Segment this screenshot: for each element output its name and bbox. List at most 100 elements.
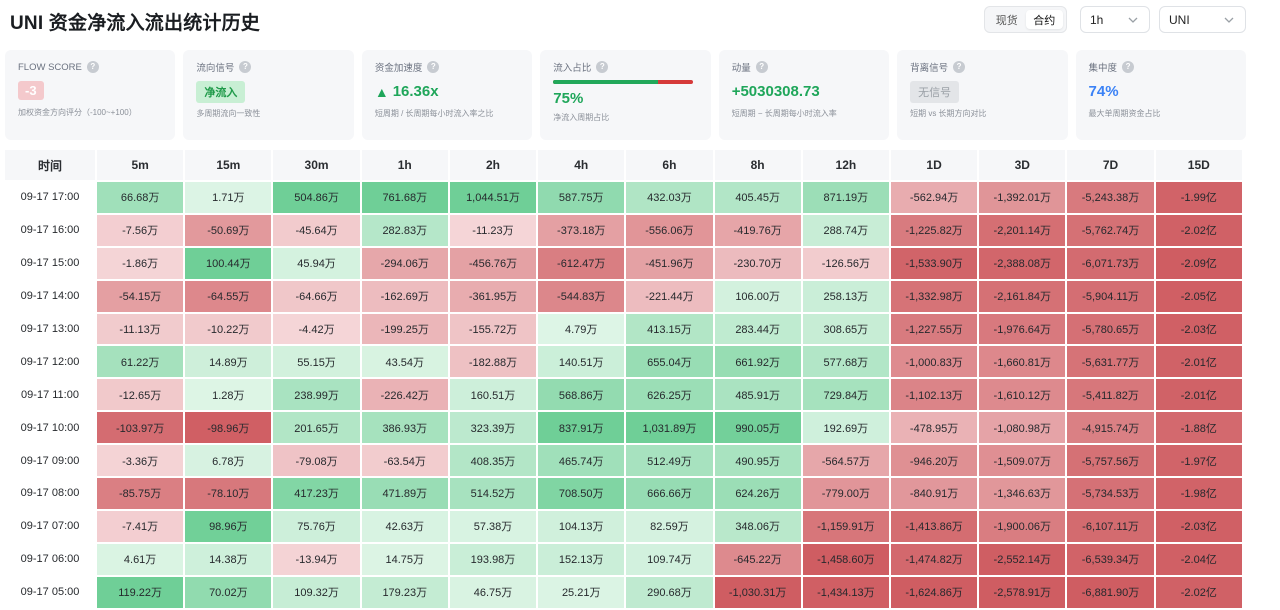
page-title: UNI 资金净流入流出统计历史 <box>10 13 261 34</box>
flow-cell: -1,413.86万 <box>890 510 978 542</box>
flow-cell: -50.69万 <box>185 214 272 246</box>
table-row: 09-17 08:00 -85.75万 -78.10万 417.23万 471.89万 5… <box>5 478 1242 509</box>
flow-cell: -1,533.90万 <box>890 247 978 279</box>
flow-cell: 42.63万 <box>361 510 448 542</box>
flow-cell: 55.15万 <box>273 346 360 378</box>
flow-cell: -226.42万 <box>361 379 448 411</box>
flow-cell: 1.71万 <box>185 182 272 213</box>
flow-cell: -182.88万 <box>449 346 537 378</box>
flow-cell: 504.86万 <box>273 182 360 213</box>
flow-cell: -2,388.08万 <box>979 247 1066 279</box>
help-icon[interactable]: ? <box>427 61 440 73</box>
help-icon[interactable]: ? <box>596 61 609 73</box>
flow-cell: -6,107.11万 <box>1067 510 1154 542</box>
flow-cell: 106.00万 <box>714 280 801 312</box>
flow-cell: -5,757.56万 <box>1067 445 1154 477</box>
flow-cell: 666.66万 <box>626 478 713 509</box>
inflow-ratio-bar <box>553 80 694 84</box>
flow-cell: -155.72万 <box>449 313 537 345</box>
flow-cell: -1,225.82万 <box>890 214 978 246</box>
flow-cell: -5,411.82万 <box>1067 379 1154 411</box>
interval-select[interactable]: 1h <box>1080 6 1150 33</box>
table-header-row: 时间 5m 15m 30m 1h 2h 4h 6h 8h 12h 1D 3D 7D 15D <box>5 150 1242 180</box>
flow-cell: -199.25万 <box>361 313 448 345</box>
flow-cell: -11.13万 <box>97 313 184 345</box>
help-icon[interactable]: ? <box>755 61 768 73</box>
flow-cell: -1,102.13万 <box>890 379 978 411</box>
flow-cell: -294.06万 <box>361 247 448 279</box>
help-icon[interactable]: ? <box>239 61 252 73</box>
flow-cell: 386.93万 <box>361 412 448 444</box>
table-row: 09-17 11:00 -12.65万 1.28万 238.99万 -226.42万 16… <box>5 379 1242 411</box>
row-time: 09-17 11:00 <box>5 379 95 411</box>
flow-cell: 238.99万 <box>273 379 360 411</box>
flow-cell: 4.79万 <box>538 313 625 345</box>
flow-cell: -85.75万 <box>97 478 184 509</box>
card-sub: 最大单周期资金占比 <box>1088 109 1161 118</box>
metric-cards: FLOW SCORE? -3 加权资金方向评分（-100~+100） 流向信号?… <box>5 50 1246 140</box>
flow-cell: -1,332.98万 <box>890 280 978 312</box>
market-option-contract[interactable]: 合约 <box>1025 10 1063 29</box>
flow-cell: 152.13万 <box>538 543 625 575</box>
flow-cell: 57.38万 <box>449 510 537 542</box>
flow-cell: 201.65万 <box>273 412 360 444</box>
flow-cell: -1.99亿 <box>1155 182 1242 213</box>
help-icon[interactable]: ? <box>86 61 99 73</box>
flow-cell: 70.02万 <box>185 576 272 608</box>
flow-cell: -78.10万 <box>185 478 272 509</box>
flow-cell: 413.15万 <box>626 313 713 345</box>
flow-cell: 465.74万 <box>538 445 625 477</box>
flow-cell: -2.01亿 <box>1155 379 1242 411</box>
flow-cell: -2,578.91万 <box>979 576 1066 608</box>
card-sub: 净流入周期占比 <box>553 113 610 122</box>
flow-cell: -11.23万 <box>449 214 537 246</box>
flow-cell: -2.02亿 <box>1155 214 1242 246</box>
flow-cell: -5,762.74万 <box>1067 214 1154 246</box>
column-header: 7D <box>1067 150 1154 180</box>
column-header: 15m <box>185 150 272 180</box>
flow-cell: -840.91万 <box>890 478 978 509</box>
help-icon[interactable]: ? <box>1122 61 1135 73</box>
flow-score-value: -3 <box>18 81 44 100</box>
flow-cell: 512.49万 <box>626 445 713 477</box>
flow-cell: 655.04万 <box>626 346 713 378</box>
inflow-ratio-value: 75% <box>553 90 584 107</box>
row-time: 09-17 13:00 <box>5 313 95 345</box>
flow-cell: -12.65万 <box>97 379 184 411</box>
flow-cell: 14.75万 <box>361 543 448 575</box>
flow-cell: 6.78万 <box>185 445 272 477</box>
inflow-ratio-fill <box>553 80 659 84</box>
flow-cell: 193.98万 <box>449 543 537 575</box>
flow-cell: -126.56万 <box>802 247 889 279</box>
flow-cell: 587.75万 <box>538 182 625 213</box>
flow-cell: 761.68万 <box>361 182 448 213</box>
flow-cell: -1,474.82万 <box>890 543 978 575</box>
divergence-badge: 无信号 <box>910 80 960 103</box>
flow-cell: 408.35万 <box>449 445 537 477</box>
help-icon[interactable]: ? <box>953 61 966 73</box>
card-divergence: 背离信号? 无信号 短期 vs 长期方向对比 <box>897 50 1068 140</box>
flow-cell: -645.22万 <box>714 543 801 575</box>
flow-cell: -1,660.81万 <box>979 346 1066 378</box>
flow-cell: 109.32万 <box>273 576 360 608</box>
flow-cell: 308.65万 <box>802 313 889 345</box>
row-time: 09-17 10:00 <box>5 412 95 444</box>
flow-cell: 192.69万 <box>802 412 889 444</box>
flow-cell: -6,071.73万 <box>1067 247 1154 279</box>
flow-cell: -1.86万 <box>97 247 184 279</box>
momentum-value: +5030308.73 <box>731 83 820 100</box>
column-header: 1h <box>361 150 448 180</box>
row-time: 09-17 09:00 <box>5 445 95 477</box>
market-option-spot[interactable]: 现货 <box>995 14 1018 27</box>
flow-cell: -5,780.65万 <box>1067 313 1154 345</box>
table-row: 09-17 06:00 4.61万 14.38万 -13.94万 14.75万 193.9… <box>5 543 1242 575</box>
up-triangle-icon: ▲ <box>374 83 389 100</box>
flow-cell: -1,900.06万 <box>979 510 1066 542</box>
flow-cell: 1,044.51万 <box>449 182 537 213</box>
row-time: 09-17 07:00 <box>5 510 95 542</box>
concentration-value: 74% <box>1088 83 1119 100</box>
card-flow-signal: 流向信号? 净流入 多周期流向一致性 <box>183 50 354 140</box>
symbol-select[interactable]: UNI <box>1159 6 1246 33</box>
flow-cell: -1.97亿 <box>1155 445 1242 477</box>
flow-cell: -7.41万 <box>97 510 184 542</box>
